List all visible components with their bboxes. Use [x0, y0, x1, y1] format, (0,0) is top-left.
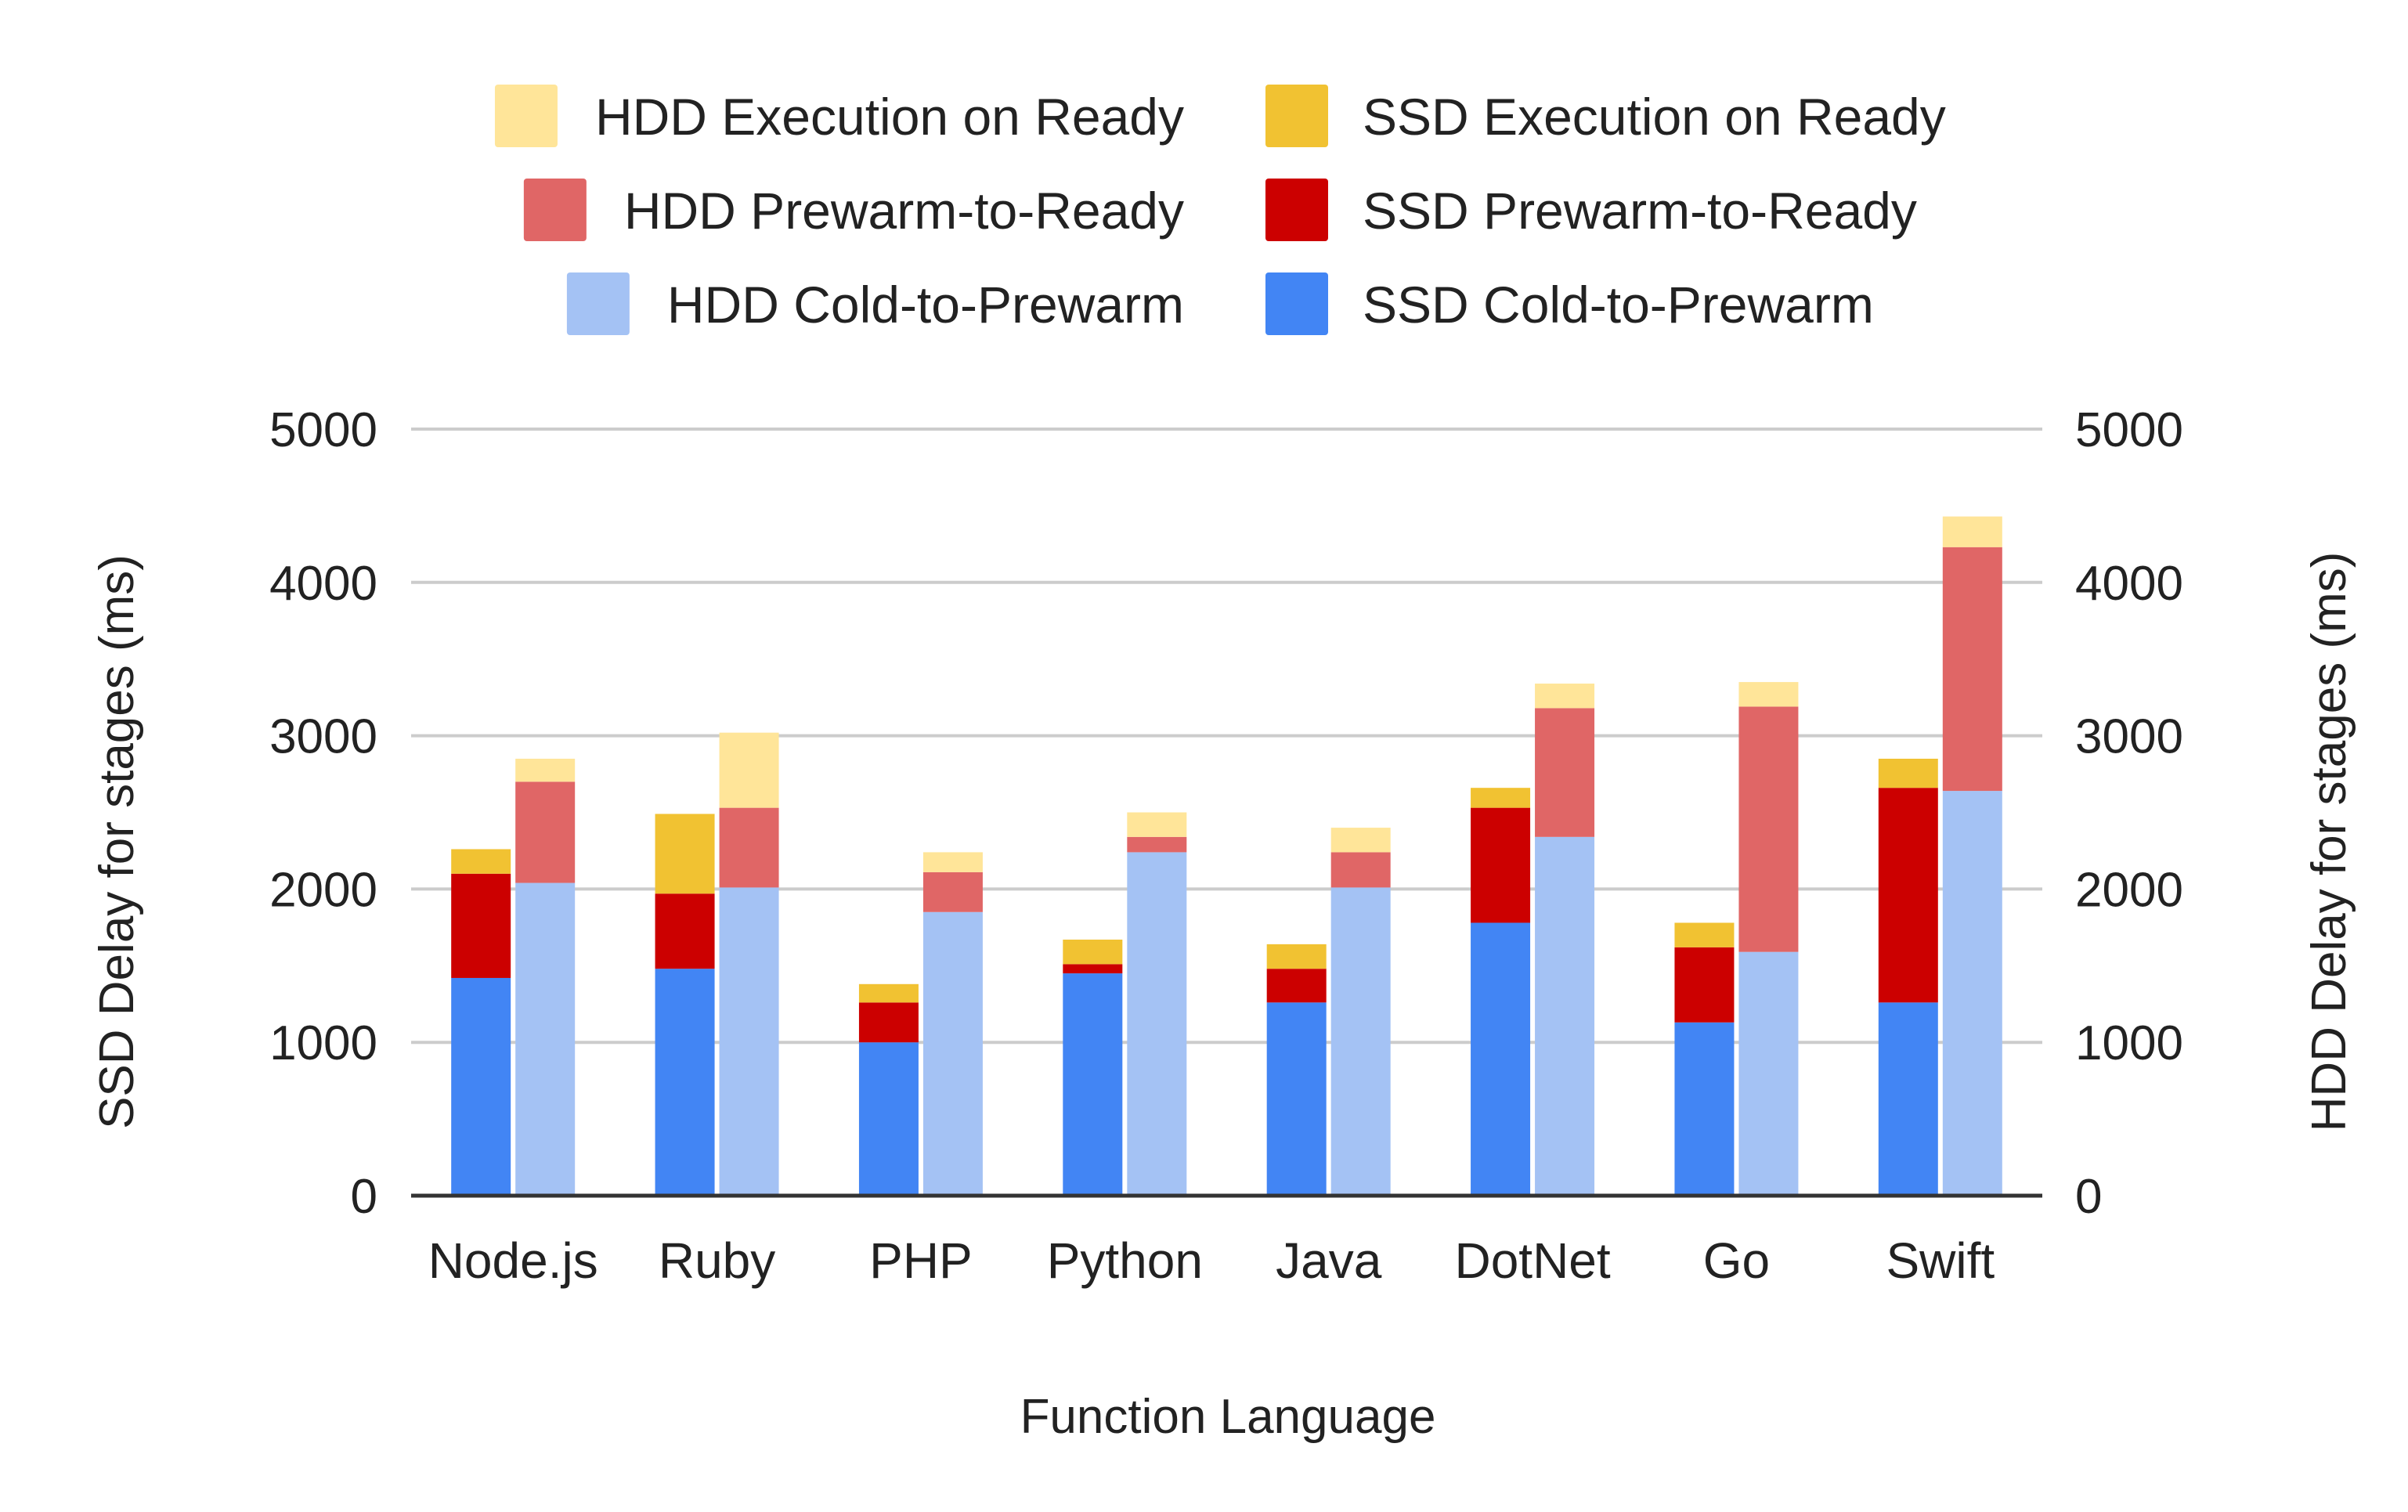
y-tick-left-3000: 3000	[269, 710, 377, 764]
bar-java-ssd-prewarm-to-ready	[1266, 969, 1327, 1003]
x-tick-swift: Swift	[1886, 1232, 1995, 1289]
bar-ruby-hdd-cold-to-prewarm	[719, 887, 779, 1196]
bar-python-ssd-prewarm-to-ready	[1063, 964, 1123, 974]
legend-label-hdd-prewarm-to-ready: HDD Prewarm-to-Ready	[624, 182, 1184, 240]
bar-go-ssd-cold-to-prewarm	[1674, 1022, 1735, 1196]
bar-python-hdd-execution-on-ready	[1127, 812, 1187, 837]
bar-ruby-hdd-prewarm-to-ready	[719, 807, 779, 888]
bar-java-hdd-execution-on-ready	[1330, 828, 1391, 853]
bar-dotnet-hdd-cold-to-prewarm	[1535, 836, 1595, 1196]
bar-ruby-hdd-execution-on-ready	[719, 732, 779, 808]
bar-swift-ssd-execution-on-ready	[1878, 758, 1938, 788]
bar-python-ssd-execution-on-ready	[1063, 940, 1123, 965]
y-tick-right-2000: 2000	[2075, 863, 2183, 917]
y-tick-left-0: 0	[351, 1170, 377, 1224]
bar-php-hdd-cold-to-prewarm	[922, 911, 983, 1196]
legend-label-hdd-cold-to-prewarm: HDD Cold-to-Prewarm	[667, 276, 1184, 334]
legend-label-ssd-prewarm-to-ready: SSD Prewarm-to-Ready	[1363, 182, 1917, 240]
bar-node-js-ssd-execution-on-ready	[451, 849, 511, 874]
bar-php-hdd-prewarm-to-ready	[922, 871, 983, 912]
bar-swift-ssd-cold-to-prewarm	[1878, 1002, 1938, 1196]
y-tick-left-1000: 1000	[269, 1016, 377, 1070]
y-axis-right-ticks: 0 1000 2000 3000 4000 5000	[2075, 403, 2183, 1224]
legend-swatch-ssd-execution-on-ready	[1265, 85, 1328, 147]
y-tick-left-4000: 4000	[269, 557, 377, 611]
bar-php-hdd-execution-on-ready	[922, 852, 983, 872]
bar-go-ssd-prewarm-to-ready	[1674, 947, 1735, 1023]
bar-go-hdd-prewarm-to-ready	[1738, 706, 1799, 952]
bars	[451, 516, 2002, 1196]
x-axis-category-labels: Node.js Ruby PHP Python Java DotNet Go Swift	[428, 1232, 1995, 1289]
x-tick-dotnet: DotNet	[1454, 1232, 1610, 1289]
bar-swift-hdd-prewarm-to-ready	[1942, 547, 2002, 792]
bar-dotnet-hdd-prewarm-to-ready	[1535, 708, 1595, 837]
bar-java-hdd-cold-to-prewarm	[1330, 887, 1391, 1196]
legend: HDD Execution on Ready SSD Execution on R…	[494, 85, 1946, 335]
y-axis-right-title: HDD Delay for stages (ms)	[2302, 552, 2356, 1132]
bar-node-js-hdd-cold-to-prewarm	[515, 882, 576, 1196]
y-axis-left-title: SSD Delay for stages (ms)	[90, 554, 144, 1129]
bar-ruby-ssd-execution-on-ready	[655, 814, 715, 894]
x-tick-java: Java	[1276, 1232, 1382, 1289]
bar-dotnet-ssd-execution-on-ready	[1471, 788, 1531, 808]
x-tick-go: Go	[1703, 1232, 1770, 1289]
bar-node-js-hdd-execution-on-ready	[515, 758, 576, 782]
legend-label-ssd-cold-to-prewarm: SSD Cold-to-Prewarm	[1363, 276, 1874, 334]
legend-swatch-hdd-prewarm-to-ready	[523, 179, 587, 241]
y-tick-left-2000: 2000	[269, 863, 377, 917]
x-axis-title: Function Language	[1020, 1390, 1436, 1444]
bar-python-ssd-cold-to-prewarm	[1063, 973, 1123, 1196]
x-tick-ruby: Ruby	[659, 1232, 775, 1289]
bar-dotnet-ssd-prewarm-to-ready	[1471, 807, 1531, 923]
bar-node-js-hdd-prewarm-to-ready	[515, 781, 576, 883]
bar-ruby-ssd-prewarm-to-ready	[655, 893, 715, 969]
bar-php-ssd-cold-to-prewarm	[858, 1042, 919, 1196]
x-tick-php: PHP	[869, 1232, 973, 1289]
bar-java-ssd-cold-to-prewarm	[1266, 1002, 1327, 1196]
legend-swatch-hdd-cold-to-prewarm	[566, 272, 630, 335]
y-tick-right-4000: 4000	[2075, 557, 2183, 611]
bar-python-hdd-cold-to-prewarm	[1127, 852, 1187, 1196]
bar-java-hdd-prewarm-to-ready	[1330, 852, 1391, 888]
bar-swift-ssd-prewarm-to-ready	[1878, 788, 1938, 1003]
bar-swift-hdd-cold-to-prewarm	[1942, 791, 2002, 1196]
y-tick-right-5000: 5000	[2075, 403, 2183, 457]
y-tick-right-1000: 1000	[2075, 1016, 2183, 1070]
legend-swatch-ssd-prewarm-to-ready	[1265, 179, 1328, 241]
y-tick-right-0: 0	[2075, 1170, 2102, 1224]
bar-ruby-ssd-cold-to-prewarm	[655, 969, 715, 1196]
bar-go-hdd-execution-on-ready	[1738, 682, 1799, 707]
bar-node-js-ssd-prewarm-to-ready	[451, 873, 511, 978]
bar-php-ssd-prewarm-to-ready	[858, 1002, 919, 1043]
legend-label-ssd-execution-on-ready: SSD Execution on Ready	[1363, 88, 1946, 146]
bar-swift-hdd-execution-on-ready	[1942, 516, 2002, 547]
legend-swatch-ssd-cold-to-prewarm	[1265, 272, 1328, 335]
y-tick-left-5000: 5000	[269, 403, 377, 457]
bar-go-ssd-execution-on-ready	[1674, 922, 1735, 947]
y-tick-right-3000: 3000	[2075, 710, 2183, 764]
bar-php-ssd-execution-on-ready	[858, 983, 919, 1003]
bar-node-js-ssd-cold-to-prewarm	[451, 977, 511, 1196]
bar-python-hdd-prewarm-to-ready	[1127, 836, 1187, 853]
legend-swatch-hdd-execution-on-ready	[494, 85, 558, 147]
bar-dotnet-ssd-cold-to-prewarm	[1471, 922, 1531, 1196]
legend-label-hdd-execution-on-ready: HDD Execution on Ready	[595, 88, 1184, 146]
x-tick-python: Python	[1047, 1232, 1203, 1289]
bar-java-ssd-execution-on-ready	[1266, 944, 1327, 969]
bar-dotnet-hdd-execution-on-ready	[1535, 684, 1595, 709]
bar-go-hdd-cold-to-prewarm	[1738, 951, 1799, 1196]
x-tick-node-js: Node.js	[428, 1232, 598, 1289]
y-axis-left-ticks: 0 1000 2000 3000 4000 5000	[269, 403, 377, 1224]
